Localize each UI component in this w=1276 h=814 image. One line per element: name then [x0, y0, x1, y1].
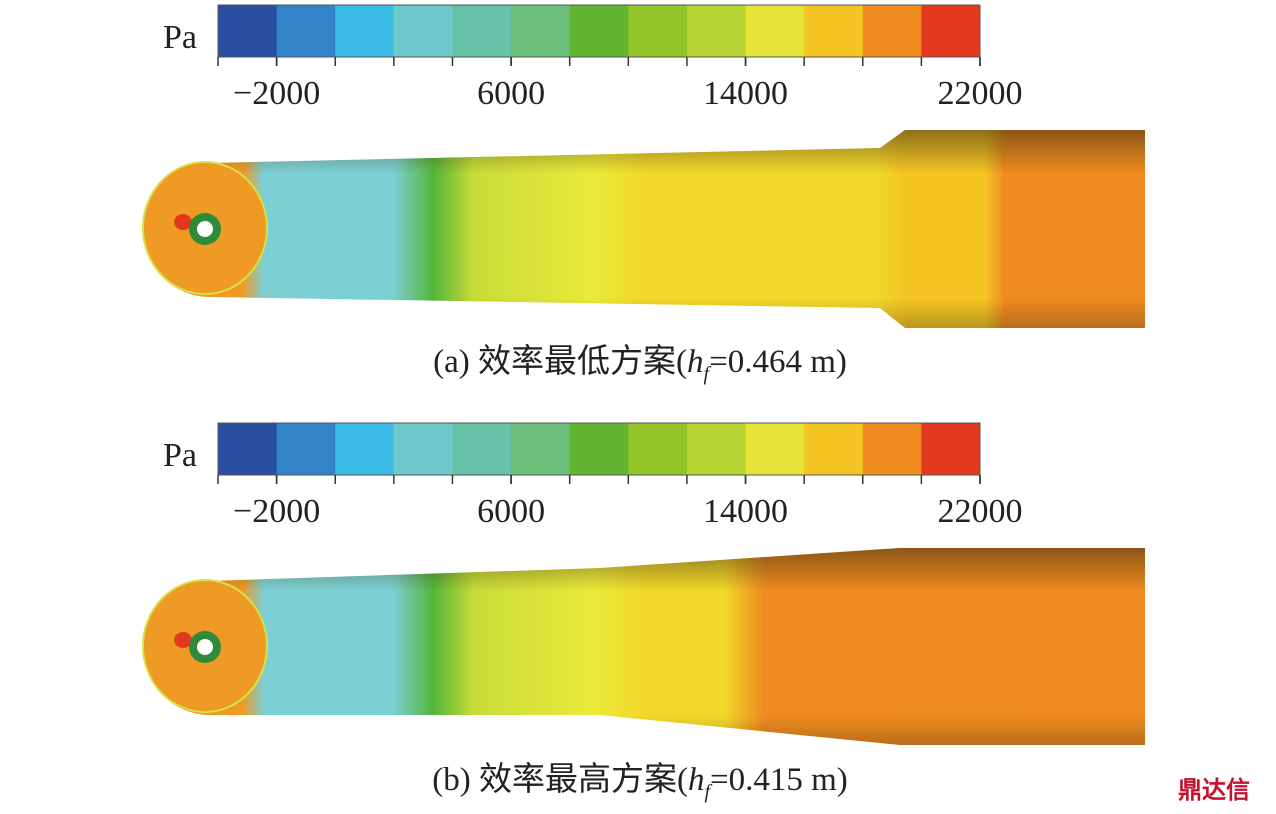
colorbar-tick-label: 6000 — [477, 493, 545, 530]
colorbar-segment — [276, 423, 336, 475]
colorbar-segment — [569, 423, 629, 475]
colorbar-segment — [862, 5, 922, 57]
inlet-low — [174, 214, 192, 230]
colorbar-segment — [686, 423, 747, 475]
colorbar-tick-label: 22000 — [938, 493, 1023, 530]
caption-suffix: =0.464 m) — [709, 344, 847, 380]
colorbar-segment — [511, 423, 571, 475]
panel: −2000 6000 14000 22000 Pa (a) 效率最低方案(hf=0.464… — [142, 4, 1145, 385]
unit-label: Pa — [163, 437, 197, 474]
colorbar-segment — [452, 5, 512, 57]
hub-hole — [197, 639, 213, 655]
inlet-low — [174, 632, 192, 648]
colorbar-segment — [628, 5, 688, 57]
colorbar-segment — [276, 5, 336, 57]
colorbar-tick-label: 14000 — [703, 75, 788, 112]
colorbar-tick-label: 6000 — [477, 75, 545, 112]
colorbar-segment — [569, 5, 629, 57]
watermark: 鼎达信 — [1178, 776, 1250, 804]
colorbar-segment — [628, 423, 688, 475]
colorbar-segment — [862, 423, 922, 475]
colorbar-frame — [217, 4, 981, 58]
hub-hole — [197, 221, 213, 237]
colorbar-segment — [745, 5, 805, 57]
colorbar-segment — [452, 423, 512, 475]
caption: (b) 效率最高方案(hf=0.415 m) — [432, 761, 848, 803]
colorbar-segment — [921, 5, 981, 57]
flow-shading — [143, 548, 1145, 745]
caption-variable: h — [688, 762, 705, 798]
colorbar-segment — [393, 5, 453, 57]
colorbar-tick-label: −2000 — [233, 493, 320, 530]
flow-rendering — [142, 548, 1145, 745]
colorbar-segment — [218, 423, 278, 475]
colorbar-segment — [218, 5, 278, 57]
colorbar-segment — [921, 423, 981, 475]
caption-prefix: (a) 效率最低方案( — [433, 343, 687, 380]
colorbar-segment — [804, 423, 864, 475]
caption-prefix: (b) 效率最高方案( — [432, 761, 688, 798]
caption-subscript: f — [704, 363, 712, 385]
flow-rendering — [142, 130, 1145, 328]
caption: (a) 效率最低方案(hf=0.464 m) — [433, 343, 847, 385]
colorbar-segment — [335, 423, 395, 475]
caption-subscript: f — [704, 781, 712, 803]
colorbar-tick-label: 14000 — [703, 493, 788, 530]
flow-shading — [143, 130, 1145, 328]
caption-variable: h — [687, 344, 704, 380]
colorbar-tick-label: 22000 — [938, 75, 1023, 112]
colorbar-frame — [217, 422, 981, 476]
colorbar-tick-label: −2000 — [233, 75, 320, 112]
colorbar-segment — [393, 423, 453, 475]
unit-label: Pa — [163, 19, 197, 56]
colorbar-segment — [511, 5, 571, 57]
colorbar-segment — [804, 5, 864, 57]
colorbar-segment — [335, 5, 395, 57]
colorbar-segment — [745, 423, 805, 475]
caption-suffix: =0.415 m) — [710, 762, 848, 798]
panel: −2000 6000 14000 22000 Pa (b) 效率最高方案(hf=0.415… — [142, 422, 1145, 803]
colorbar-segment — [686, 5, 747, 57]
